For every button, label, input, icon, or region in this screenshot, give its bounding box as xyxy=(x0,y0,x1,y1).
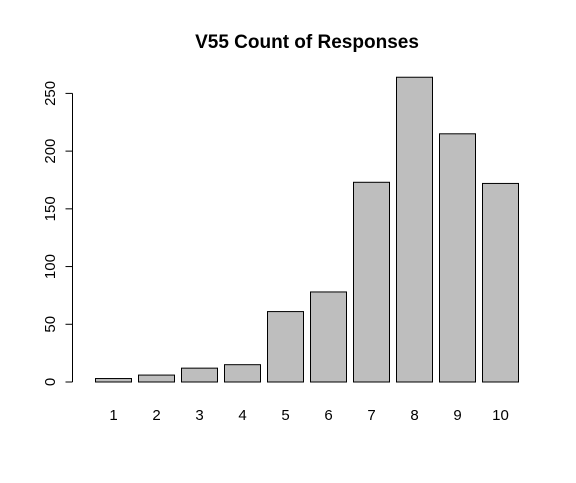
x-tick-label: 1 xyxy=(109,407,117,424)
y-tick-label: 0 xyxy=(42,378,59,386)
bar-9 xyxy=(439,133,476,383)
x-tick-label: 5 xyxy=(281,407,289,424)
bar-4 xyxy=(224,364,261,383)
bar-5 xyxy=(267,311,304,383)
y-tick-label: 250 xyxy=(42,81,59,106)
y-axis: 0 50 100 150 200 250 xyxy=(42,81,73,386)
bars-layer xyxy=(95,76,519,383)
bar-1 xyxy=(95,378,132,383)
bar-8 xyxy=(396,76,433,383)
x-tick-label: 8 xyxy=(410,407,418,424)
x-tick-label: 4 xyxy=(238,407,246,424)
bar-7 xyxy=(353,181,390,383)
bar-10 xyxy=(482,182,519,383)
bar-2 xyxy=(138,374,175,383)
x-tick-label: 3 xyxy=(195,407,203,424)
x-tick-label: 7 xyxy=(367,407,375,424)
y-tick-label: 50 xyxy=(42,316,59,333)
x-tick-label: 2 xyxy=(152,407,160,424)
bar-3 xyxy=(181,367,218,383)
x-tick-labels: 1 2 3 4 5 6 7 8 9 10 xyxy=(109,407,509,424)
bar-6 xyxy=(310,291,347,383)
x-tick-label: 10 xyxy=(492,407,509,424)
chart-title: V55 Count of Responses xyxy=(195,32,419,53)
x-tick-label: 9 xyxy=(453,407,461,424)
x-tick-label: 6 xyxy=(324,407,332,424)
y-tick-label: 100 xyxy=(42,254,59,279)
y-tick-label: 200 xyxy=(42,139,59,164)
y-tick-label: 150 xyxy=(42,196,59,221)
